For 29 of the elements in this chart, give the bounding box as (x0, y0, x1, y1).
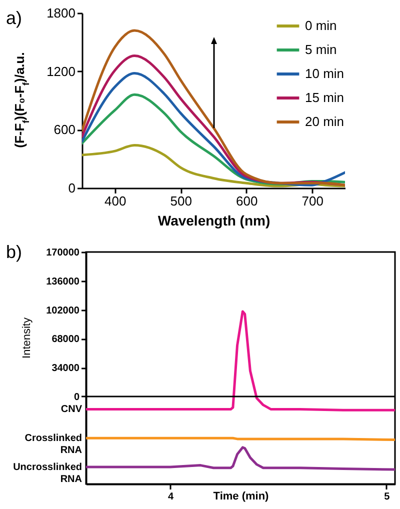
series-label: CNV (60, 404, 82, 416)
x-tick-label: 500 (170, 194, 192, 208)
y-tick-label: 102000 (46, 305, 80, 316)
y-tick-label: 0 (68, 180, 76, 196)
legend-label: 20 min (305, 114, 344, 129)
series-label: Crosslinked RNA (24, 433, 82, 456)
x-axis-title: Wavelength (nm) (158, 212, 270, 228)
y-tick-label: 170000 (46, 248, 80, 258)
x-tick-label: 400 (104, 194, 126, 208)
x-tick-label: 600 (236, 194, 258, 208)
y-tick-label: 136000 (46, 276, 80, 288)
legend-label: 10 min (305, 66, 344, 81)
legend-label: 15 min (305, 90, 344, 105)
y-tick-label: 68000 (52, 334, 80, 346)
y-tick-label: 34000 (52, 363, 80, 374)
legend-label: 5 min (305, 42, 337, 57)
series-label: Uncrosslinked RNA (13, 462, 82, 486)
x-tick-label: 4 (168, 492, 174, 502)
text: b) (6, 242, 22, 262)
y-axis-title: Intensity (21, 317, 33, 358)
y-tick-label: 1200 (46, 64, 76, 79)
y-tick-label: 600 (54, 122, 76, 138)
legend-label: 0 min (305, 18, 337, 33)
x-axis-title: Time (min) (213, 490, 270, 502)
y-tick-label: 1800 (46, 6, 76, 20)
text: a) (6, 8, 22, 28)
y-tick-label: 0 (74, 392, 80, 403)
x-tick-label: 5 (384, 492, 390, 502)
x-tick-label: 700 (302, 194, 324, 208)
